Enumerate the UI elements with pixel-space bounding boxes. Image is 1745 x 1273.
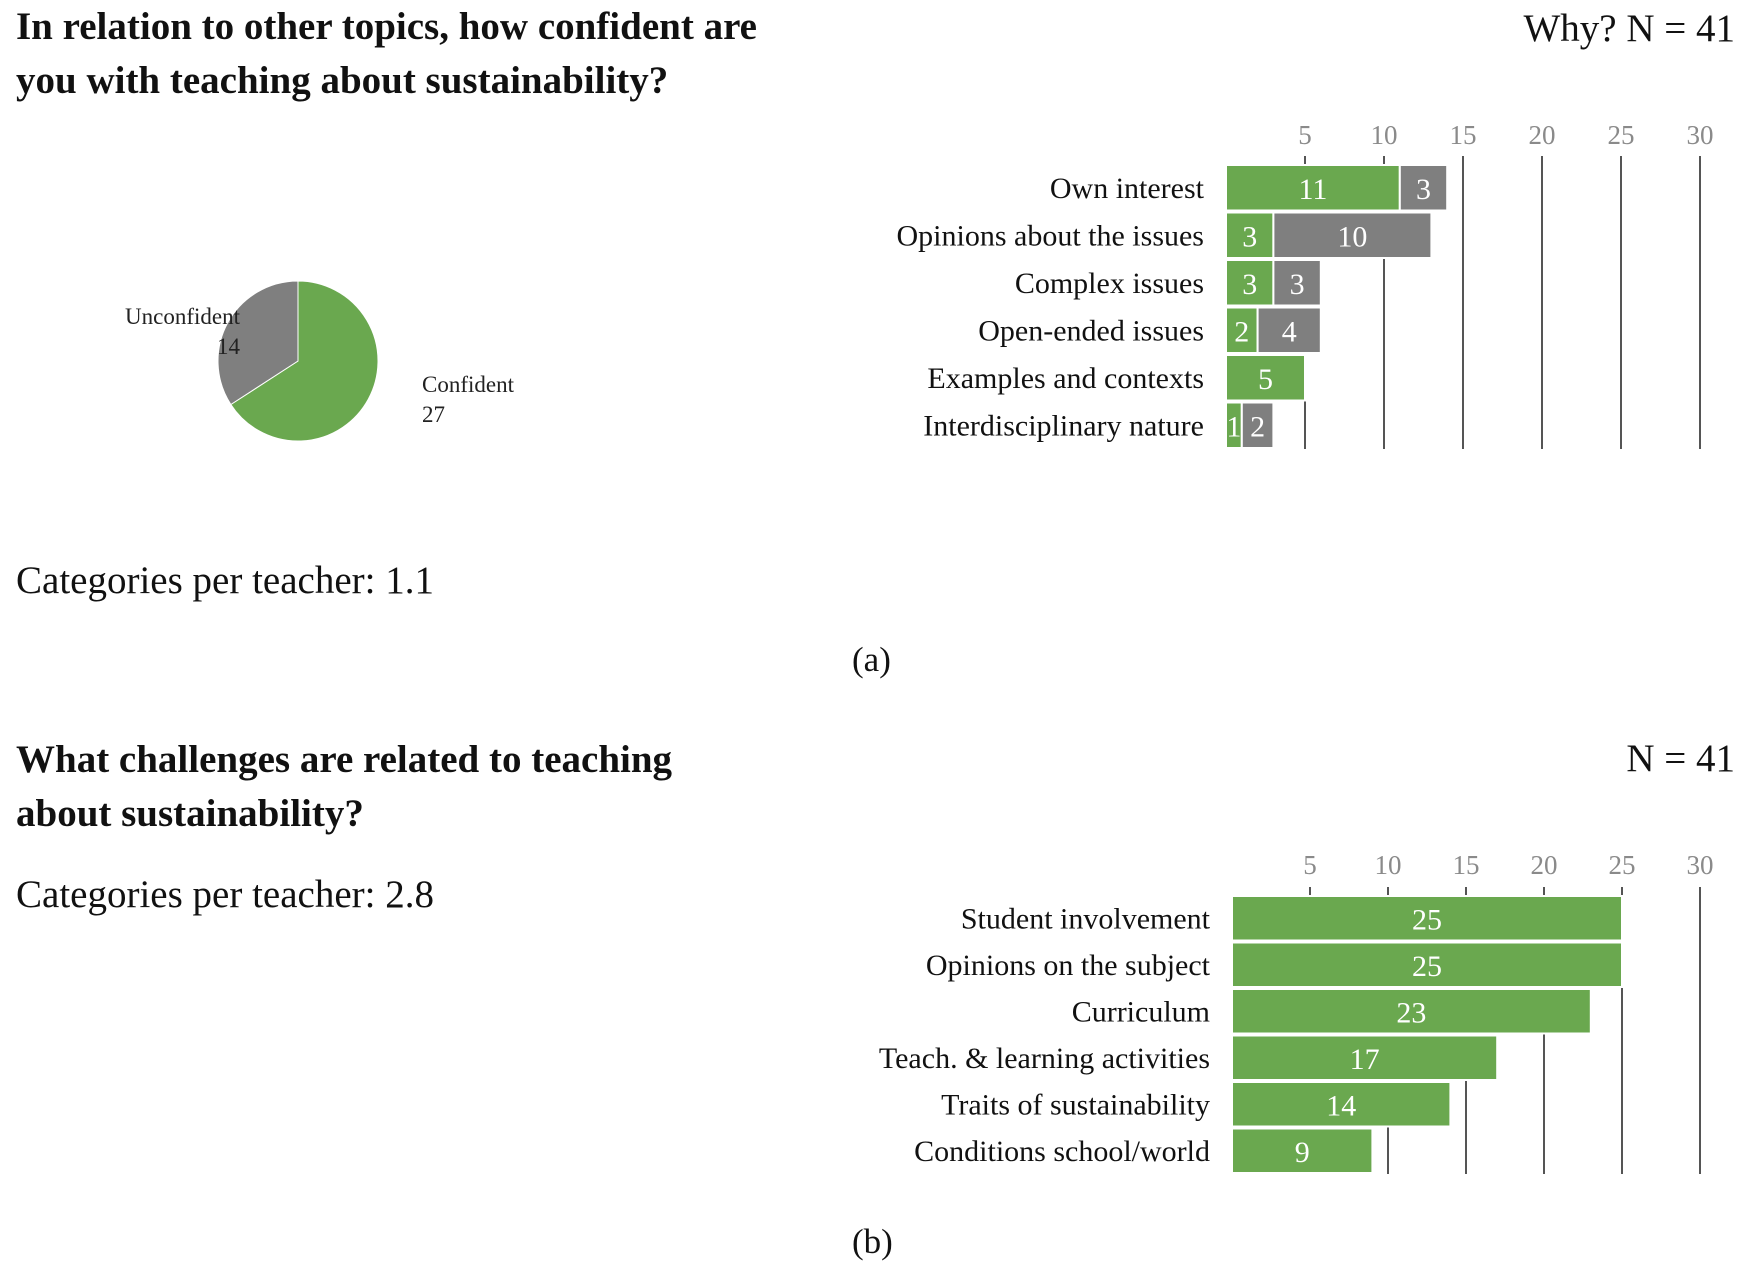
why-chart-bar-value-label: 2 xyxy=(1234,315,1249,348)
why-chart-category-label: Own interest xyxy=(1050,172,1205,205)
why-chart-bar-unconfident xyxy=(1272,259,1322,307)
why-chart-tick-label: 10 xyxy=(1371,120,1398,150)
challenges-chart-bar-value xyxy=(1231,1127,1374,1174)
challenges-chart-category-label: Conditions school/world xyxy=(914,1135,1210,1168)
pie-label-confident: Confident xyxy=(422,372,515,397)
challenges-chart-bar-value-label: 14 xyxy=(1326,1089,1356,1122)
why-chart-tick-label: 25 xyxy=(1608,120,1635,150)
n-label-b: N = 41 xyxy=(1626,737,1735,780)
challenges-chart-tick-label: 20 xyxy=(1531,850,1558,880)
why-chart-bar-unconfident xyxy=(1256,306,1322,354)
why-chart-bar-value-label: 5 xyxy=(1258,363,1273,396)
pie-slice-unconfident xyxy=(217,280,299,406)
challenges-chart-bar-value xyxy=(1231,988,1592,1035)
why-chart-bar-unconfident xyxy=(1398,164,1449,212)
pie-value-unconfident: 14 xyxy=(217,334,241,359)
why-chart-bar-value-label: 3 xyxy=(1242,220,1257,253)
challenges-chart-tick-label: 5 xyxy=(1303,850,1317,880)
challenges-chart-bar-value-label: 9 xyxy=(1295,1136,1310,1169)
challenges-chart-tick-label: 10 xyxy=(1375,850,1402,880)
panel-label-b: (b) xyxy=(852,1222,893,1261)
why-chart-tick-label: 5 xyxy=(1298,120,1312,150)
why-chart-bar-value-label: 11 xyxy=(1298,173,1327,206)
why-chart-bar-value-label: 3 xyxy=(1290,268,1305,301)
categories-per-teacher-a: Categories per teacher: 1.1 xyxy=(16,559,434,602)
challenges-chart-tick-label: 30 xyxy=(1687,850,1714,880)
pie-value-confident: 27 xyxy=(422,402,445,427)
why-chart-tick-label: 20 xyxy=(1529,120,1556,150)
challenges-chart-tick-label: 15 xyxy=(1453,850,1480,880)
challenges-chart-category-label: Opinions on the subject xyxy=(926,949,1211,982)
why-chart-category-label: Opinions about the issues xyxy=(897,219,1205,252)
challenges-chart-bar-value-label: 17 xyxy=(1350,1043,1380,1076)
challenges-chart-bar-value xyxy=(1231,941,1623,988)
question-a-title: In relation to other topics, how confide… xyxy=(16,5,757,102)
challenges-chart-category-label: Curriculum xyxy=(1072,995,1210,1028)
why-chart-bar-unconfident xyxy=(1272,211,1433,259)
challenges-chart-bar-value-label: 23 xyxy=(1396,996,1426,1029)
why-chart-bar-value-label: 10 xyxy=(1337,220,1367,253)
challenges-chart-category-label: Traits of sustainability xyxy=(941,1088,1210,1121)
challenges-chart-bar-value xyxy=(1231,1034,1499,1081)
why-chart-category-label: Interdisciplinary nature xyxy=(923,409,1204,442)
challenges-chart-tick-label: 25 xyxy=(1609,850,1636,880)
why-chart-bar-confident xyxy=(1225,259,1275,307)
challenges-chart-bar-value-label: 25 xyxy=(1412,950,1442,983)
categories-per-teacher-b: Categories per teacher: 2.8 xyxy=(16,873,434,916)
why-chart-bar-confident xyxy=(1225,306,1259,354)
why-chart-bar-confident xyxy=(1225,354,1306,402)
why-chart-category-label: Examples and contexts xyxy=(927,362,1204,395)
why-chart-tick-label: 15 xyxy=(1450,120,1477,150)
why-chart-bar-value-label: 4 xyxy=(1282,315,1297,348)
why-chart-bar-value-label: 1 xyxy=(1226,410,1241,443)
question-b-title: What challenges are related to teaching … xyxy=(16,738,673,835)
why-chart-bar-confident xyxy=(1225,164,1401,212)
why-chart-bar-value-label: 3 xyxy=(1416,173,1431,206)
challenges-chart-bar-value xyxy=(1231,1081,1452,1128)
challenges-chart-category-label: Student involvement xyxy=(961,902,1211,935)
why-chart-category-label: Complex issues xyxy=(1015,267,1204,300)
why-chart-category-label: Open-ended issues xyxy=(978,314,1204,347)
n-label-a: Why? N = 41 xyxy=(1523,7,1735,50)
challenges-chart-bar-value xyxy=(1231,895,1623,942)
challenges-chart-category-label: Teach. & learning activities xyxy=(879,1042,1210,1075)
why-chart-tick-label: 30 xyxy=(1687,120,1714,150)
panel-label-a: (a) xyxy=(852,640,891,679)
why-chart-bar-unconfident xyxy=(1240,401,1275,449)
why-chart-bar-confident xyxy=(1225,211,1275,259)
pie-slice-confident xyxy=(230,280,379,442)
why-chart-bar-value-label: 2 xyxy=(1250,410,1265,443)
why-chart-bar-value-label: 3 xyxy=(1242,268,1257,301)
challenges-chart-bar-value-label: 25 xyxy=(1412,903,1442,936)
pie-label-unconfident: Unconfident xyxy=(125,304,241,329)
